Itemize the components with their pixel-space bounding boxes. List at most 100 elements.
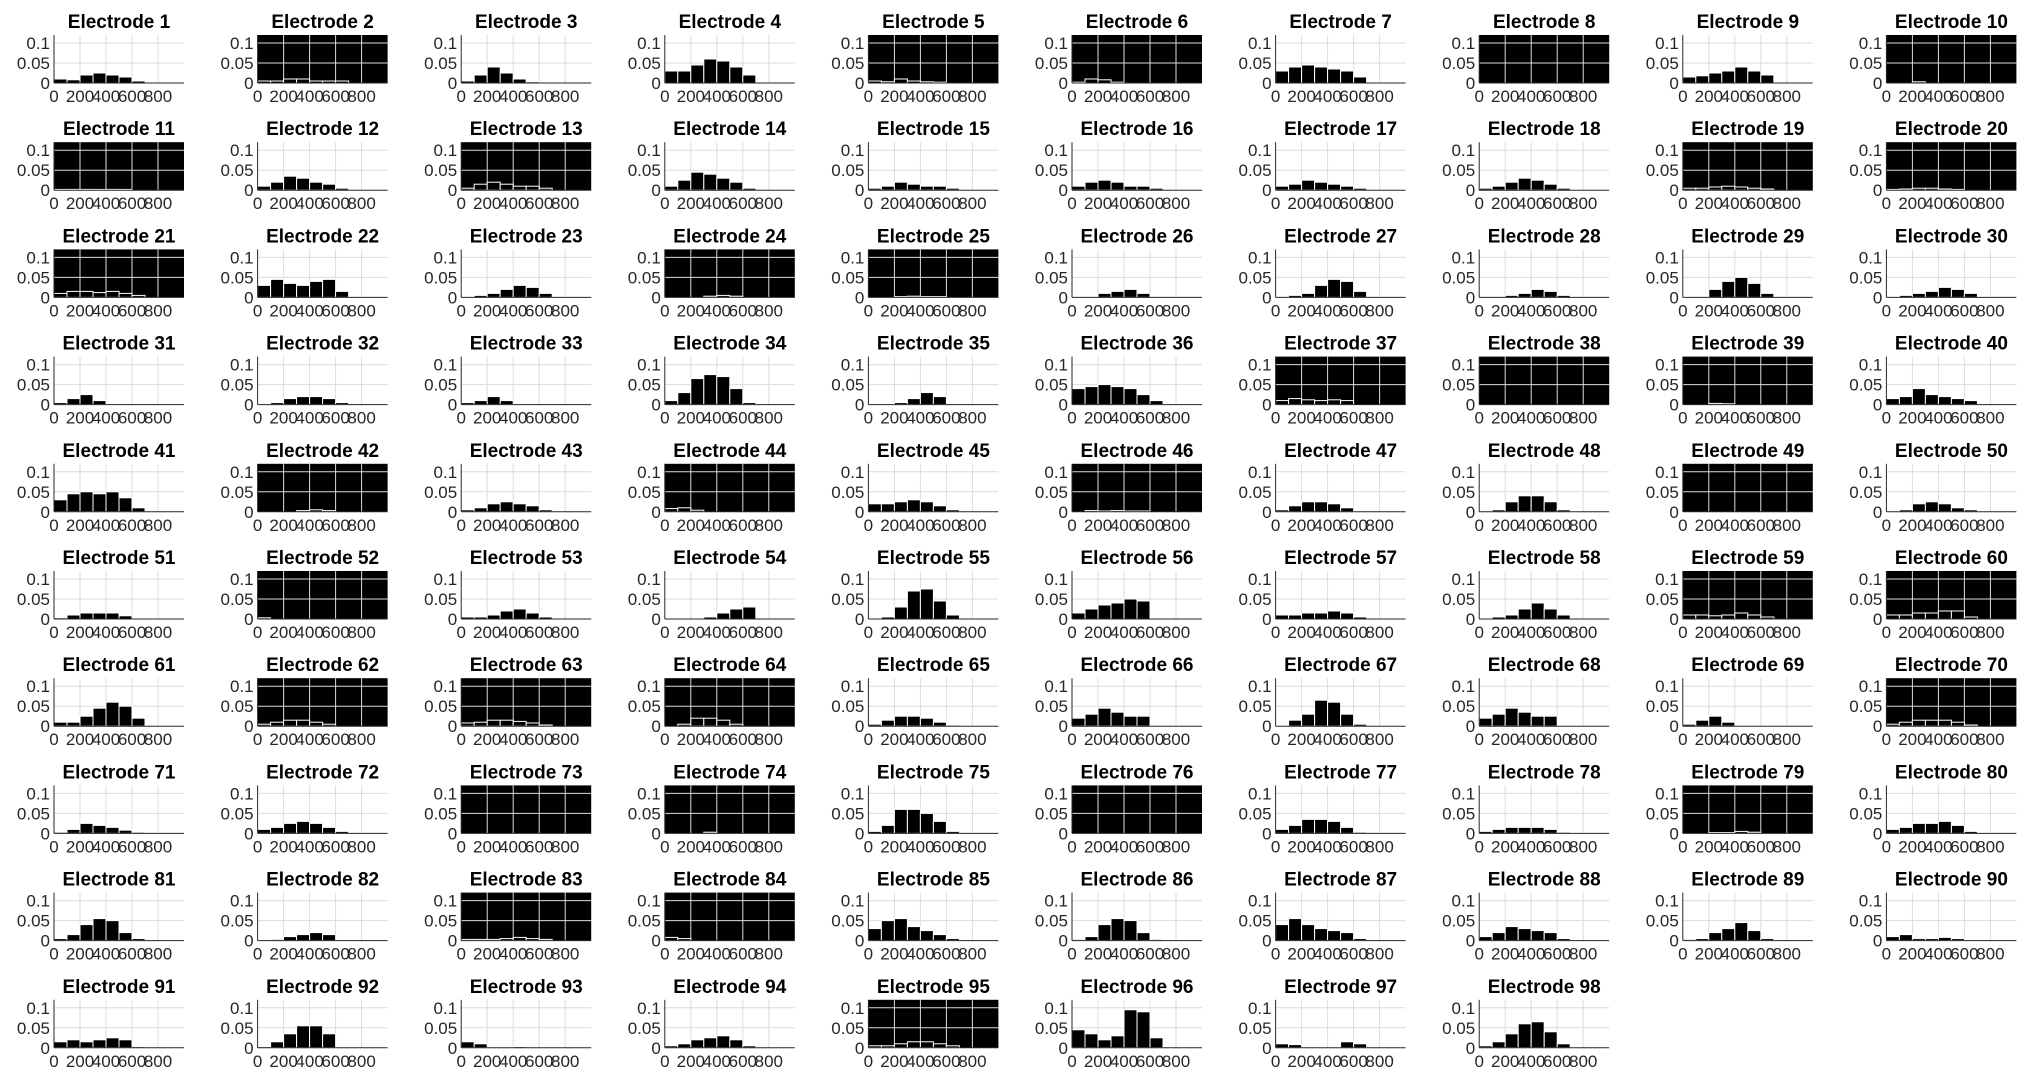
x-tick-label: 400 — [295, 87, 323, 106]
y-tick-label: 0.1 — [230, 999, 254, 1018]
histogram-bar — [1721, 721, 1736, 727]
x-tick-label: 600 — [1950, 409, 1978, 428]
x-tick-label: 800 — [1162, 945, 1190, 964]
histogram-bar — [296, 78, 311, 84]
histogram-bar — [512, 503, 527, 513]
panel-title: Electrode 50 — [1895, 441, 2008, 462]
histogram-bar — [932, 505, 947, 513]
histogram-bar — [53, 721, 68, 727]
histogram-bar — [486, 719, 501, 727]
y-tick-label: 0.05 — [1849, 268, 1882, 287]
x-tick-label: 400 — [906, 87, 934, 106]
x-tick-label: 200 — [269, 301, 297, 320]
y-tick-label: 0.1 — [230, 34, 254, 53]
x-tick-label: 600 — [729, 1052, 757, 1071]
histogram-bar — [1340, 713, 1355, 727]
x-tick-label: 0 — [456, 516, 465, 535]
x-tick-label: 200 — [473, 623, 501, 642]
y-tick-label: 0.05 — [831, 590, 864, 609]
x-tick-label: 600 — [1747, 516, 1775, 535]
x-tick-label: 200 — [66, 1052, 94, 1071]
histogram-bar — [105, 74, 120, 84]
axes-background — [1275, 999, 1406, 1048]
histogram-bar — [1885, 398, 1900, 406]
x-tick-label: 0 — [1678, 945, 1687, 964]
x-tick-label: 400 — [1313, 1052, 1341, 1071]
x-tick-label: 400 — [1110, 945, 1138, 964]
axes-background — [54, 785, 184, 834]
panel-title: Electrode 48 — [1488, 441, 1601, 462]
y-tick-label: 0.1 — [1655, 141, 1679, 160]
histogram-bar — [66, 493, 81, 513]
histogram-bar — [270, 1041, 285, 1049]
x-tick-label: 0 — [49, 623, 58, 642]
histogram-bar — [1747, 614, 1762, 620]
x-tick-label: 0 — [1678, 409, 1687, 428]
panel-title: Electrode 30 — [1895, 226, 2008, 247]
histogram-bar — [1911, 503, 1926, 513]
x-tick-label: 200 — [1491, 516, 1519, 535]
x-tick-label: 600 — [118, 301, 146, 320]
histogram-bar — [1301, 924, 1316, 942]
histogram-bar — [1491, 1041, 1506, 1049]
x-tick-label: 200 — [66, 409, 94, 428]
x-tick-label: 800 — [347, 516, 375, 535]
y-tick-label: 0.05 — [1646, 912, 1679, 931]
x-tick-label: 200 — [677, 409, 705, 428]
x-tick-label: 400 — [1110, 1052, 1138, 1071]
y-tick-label: 0.1 — [1859, 784, 1883, 803]
histogram-bar — [1275, 1043, 1290, 1049]
x-tick-label: 600 — [1950, 194, 1978, 213]
x-tick-label: 200 — [473, 409, 501, 428]
x-tick-label: 600 — [932, 87, 960, 106]
x-tick-label: 600 — [1747, 945, 1775, 964]
panel-title: Electrode 74 — [673, 762, 786, 783]
histogram-bar — [1071, 717, 1086, 727]
panel-title: Electrode 12 — [266, 119, 379, 140]
y-tick-label: 0 — [41, 932, 50, 951]
histogram-bar — [1950, 288, 1965, 298]
panel-title: Electrode 35 — [877, 334, 990, 355]
histogram-bar — [283, 822, 298, 834]
x-tick-label: 600 — [1339, 301, 1367, 320]
histogram-bar — [92, 292, 107, 298]
histogram-bar — [473, 721, 488, 727]
x-tick-label: 0 — [864, 194, 873, 213]
y-tick-label: 0.1 — [1248, 677, 1272, 696]
axes-background — [1682, 678, 1813, 727]
x-tick-label: 400 — [1313, 837, 1341, 856]
axes-background — [1682, 463, 1813, 512]
y-tick-label: 0 — [1873, 932, 1882, 951]
x-tick-label: 400 — [295, 194, 323, 213]
x-tick-label: 200 — [473, 837, 501, 856]
x-tick-label: 0 — [864, 945, 873, 964]
histogram-bar — [1734, 922, 1749, 942]
histogram-bar — [1543, 290, 1558, 298]
histogram-bar — [1721, 614, 1736, 620]
y-tick-label: 0 — [41, 717, 50, 736]
y-tick-label: 0.05 — [1239, 1019, 1272, 1038]
x-tick-label: 200 — [1491, 87, 1519, 106]
y-tick-label: 0.05 — [1035, 1019, 1068, 1038]
y-tick-label: 0 — [448, 288, 457, 307]
x-tick-label: 800 — [1162, 837, 1190, 856]
panel-title: Electrode 64 — [673, 655, 786, 676]
x-tick-label: 400 — [499, 623, 527, 642]
x-tick-label: 600 — [932, 409, 960, 428]
histogram-bar — [1314, 818, 1329, 834]
x-tick-label: 600 — [1136, 194, 1164, 213]
x-tick-label: 400 — [906, 301, 934, 320]
x-tick-label: 600 — [321, 516, 349, 535]
panel-title: Electrode 92 — [266, 977, 379, 998]
y-tick-label: 0.1 — [637, 999, 661, 1018]
x-tick-label: 200 — [1695, 945, 1723, 964]
histogram-bar — [1314, 699, 1329, 727]
panel-title: Electrode 88 — [1488, 870, 1601, 891]
